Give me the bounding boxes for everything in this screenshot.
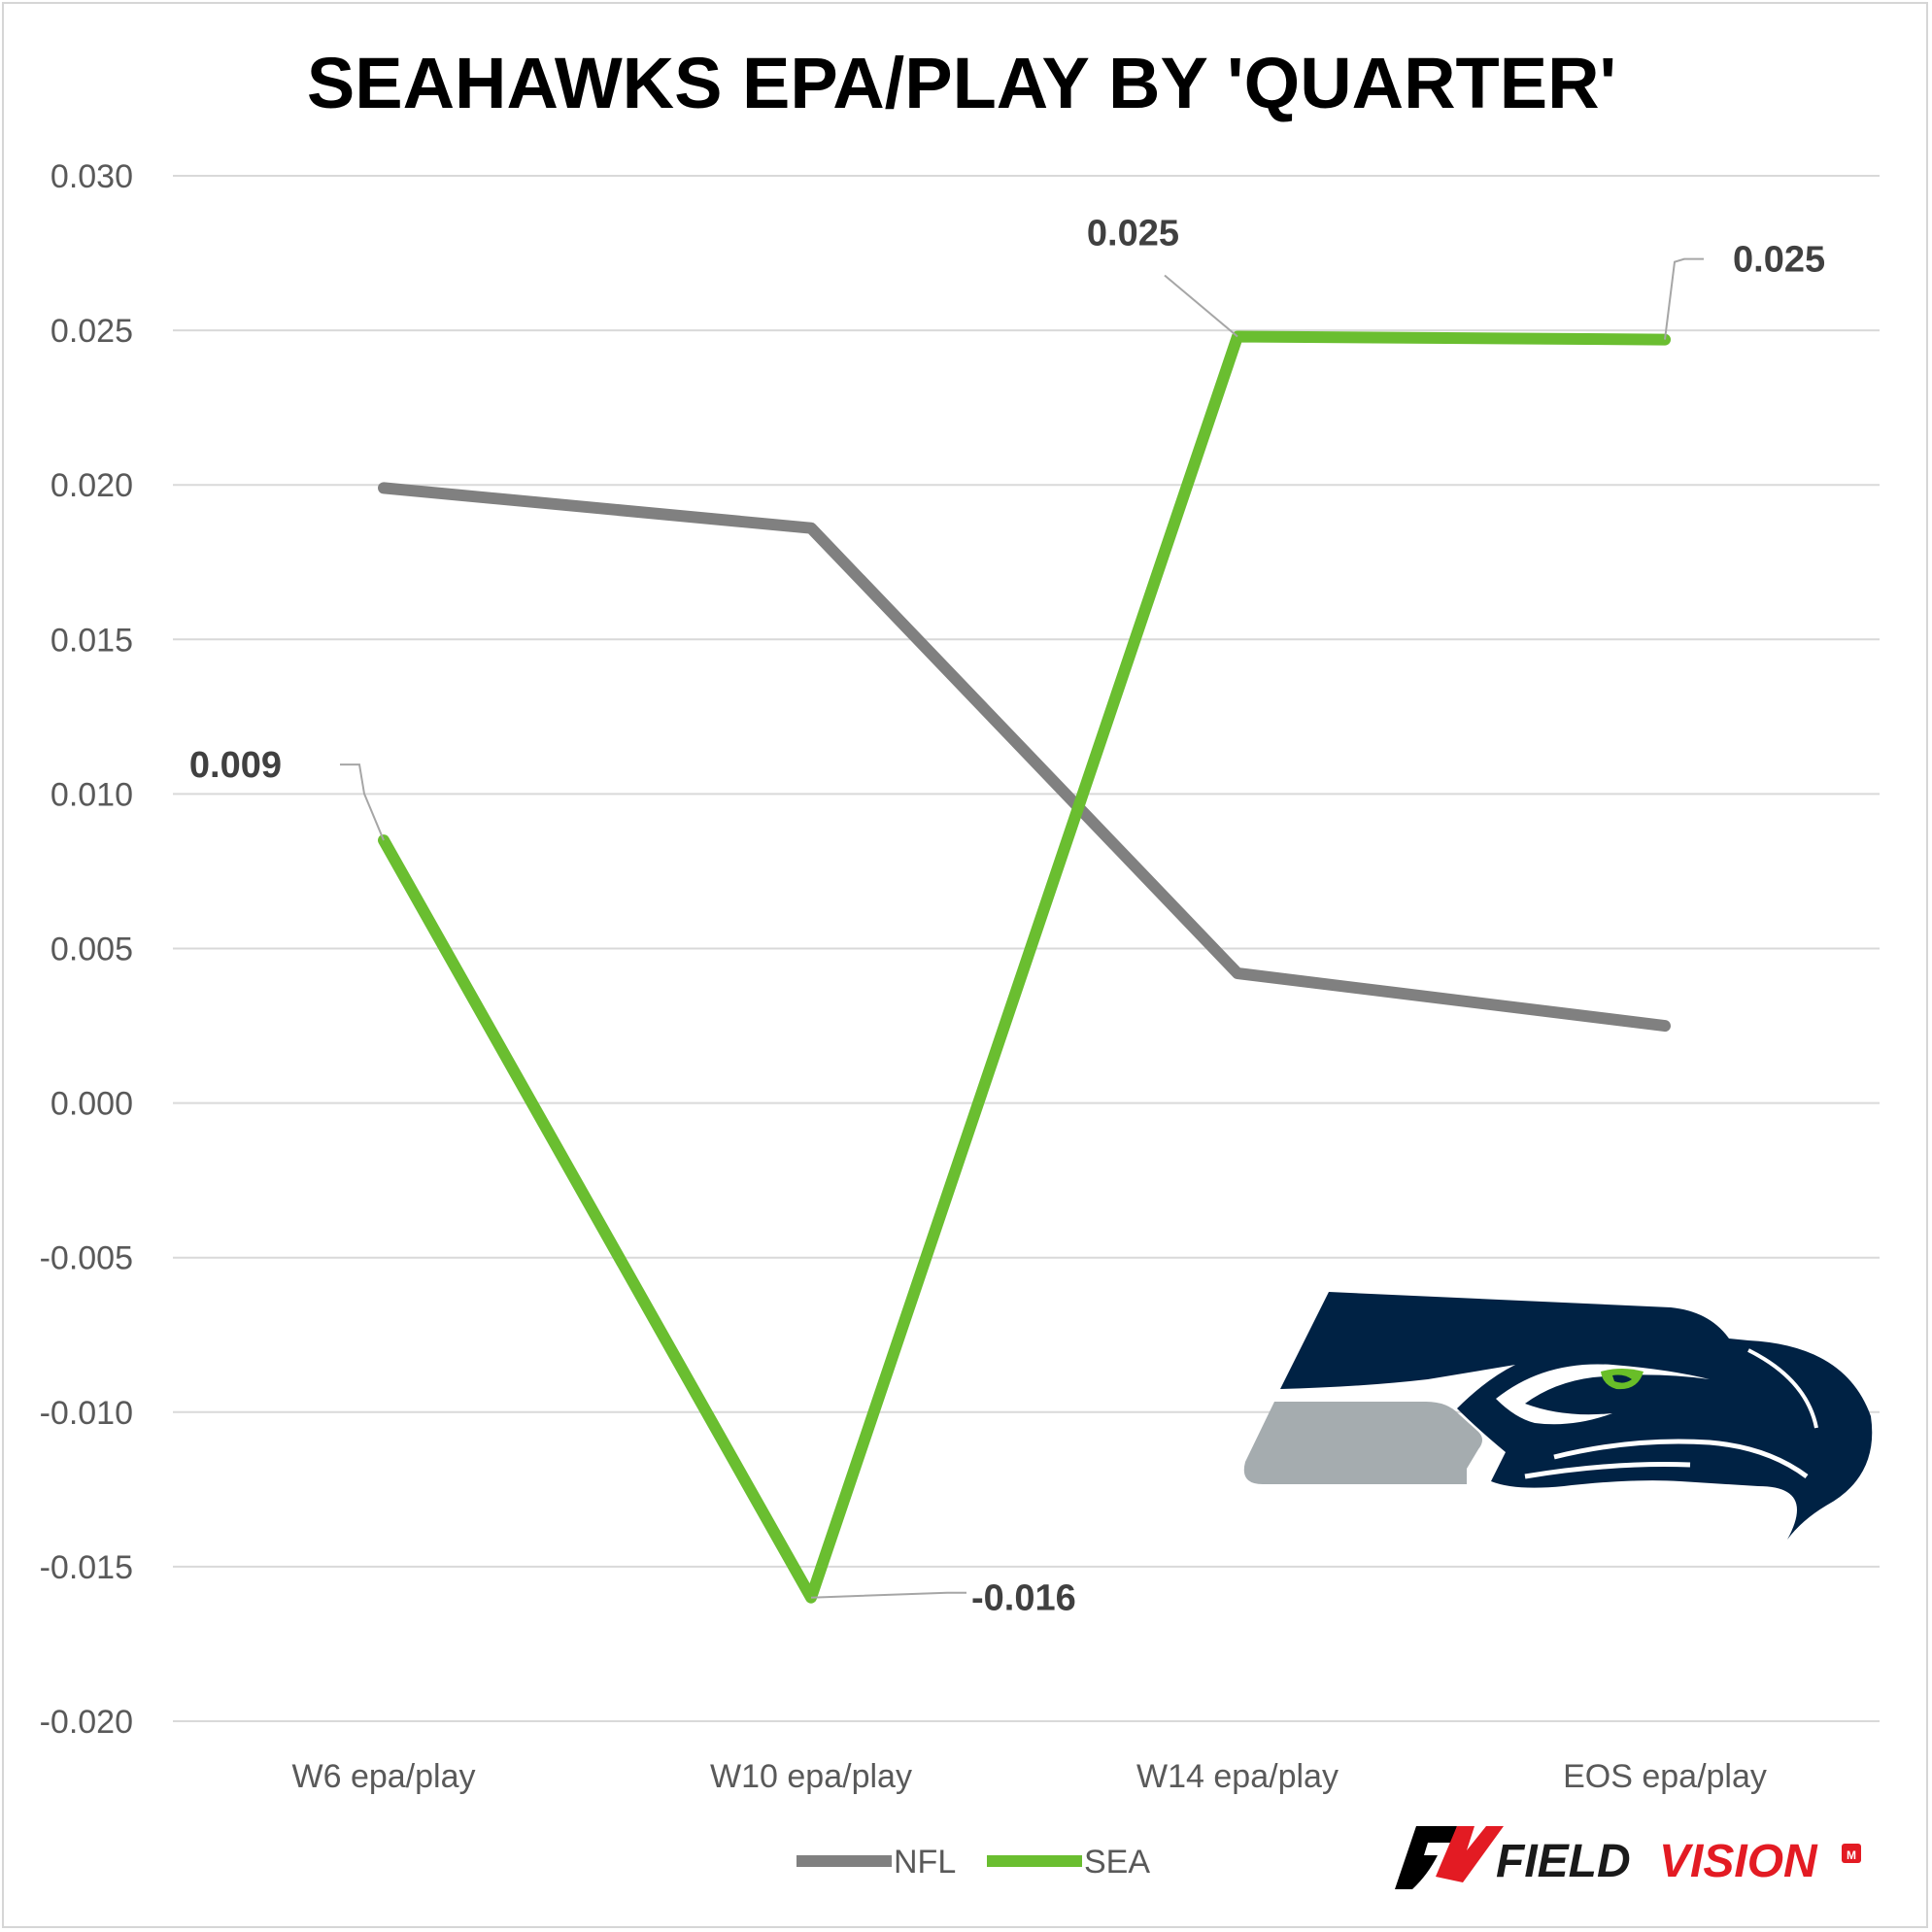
data-label: 0.025 (1087, 213, 1179, 254)
y-tick-label: -0.005 (40, 1240, 133, 1277)
data-labels: 0.009 -0.016 0.025 0.025 (189, 213, 1825, 1618)
data-label-leader (1164, 274, 1238, 338)
y-tick-label: 0.005 (51, 932, 133, 968)
y-tick-label: 0.025 (51, 313, 133, 350)
brand-badge-icon (1842, 1844, 1861, 1863)
legend: NFL SEA (797, 1844, 1150, 1881)
brand-badge-text: M (1847, 1848, 1856, 1862)
series-line-sea (378, 330, 1671, 1604)
y-tick-label: -0.015 (40, 1549, 133, 1586)
x-category-label: W10 epa/play (710, 1758, 912, 1795)
legend-label-nfl: NFL (894, 1844, 956, 1881)
data-label-leader (340, 763, 385, 841)
y-tick-label: 0.015 (51, 622, 133, 659)
data-label-leader (810, 1591, 966, 1599)
fieldvision-logo: FIELD VISION M (1395, 1826, 1861, 1889)
y-tick-label: 0.030 (51, 158, 133, 195)
x-axis-category-labels: W6 epa/play W10 epa/play W14 epa/play EOS e… (292, 1758, 1767, 1795)
seahawks-logo-icon (1243, 1292, 1873, 1540)
y-tick-label: 0.020 (51, 467, 133, 504)
y-axis-tick-labels: 0.030 0.025 0.020 0.015 0.010 0.005 0.000 -0.00… (40, 158, 133, 1741)
data-label: 0.025 (1733, 240, 1825, 281)
brand-field-text: FIELD (1496, 1836, 1631, 1887)
data-label: 0.009 (189, 745, 282, 786)
y-tick-label: 0.010 (51, 776, 133, 813)
series-lines (378, 330, 1671, 1604)
data-label: -0.016 (971, 1578, 1076, 1619)
fieldvision-mark-icon (1395, 1826, 1457, 1889)
legend-label-sea: SEA (1084, 1844, 1150, 1881)
x-category-label: W14 epa/play (1136, 1758, 1339, 1795)
x-category-label: W6 epa/play (292, 1758, 476, 1795)
x-category-label: EOS epa/play (1563, 1758, 1767, 1795)
y-tick-label: -0.020 (40, 1704, 133, 1741)
series-line-nfl (378, 482, 1671, 1033)
brand-vision-text: VISION (1659, 1836, 1818, 1887)
data-label-leader (1664, 257, 1704, 340)
y-tick-label: 0.000 (51, 1086, 133, 1123)
chart-title: SEAHAWKS EPA/PLAY BY 'QUARTER' (307, 43, 1616, 123)
y-tick-label: -0.010 (40, 1395, 133, 1432)
